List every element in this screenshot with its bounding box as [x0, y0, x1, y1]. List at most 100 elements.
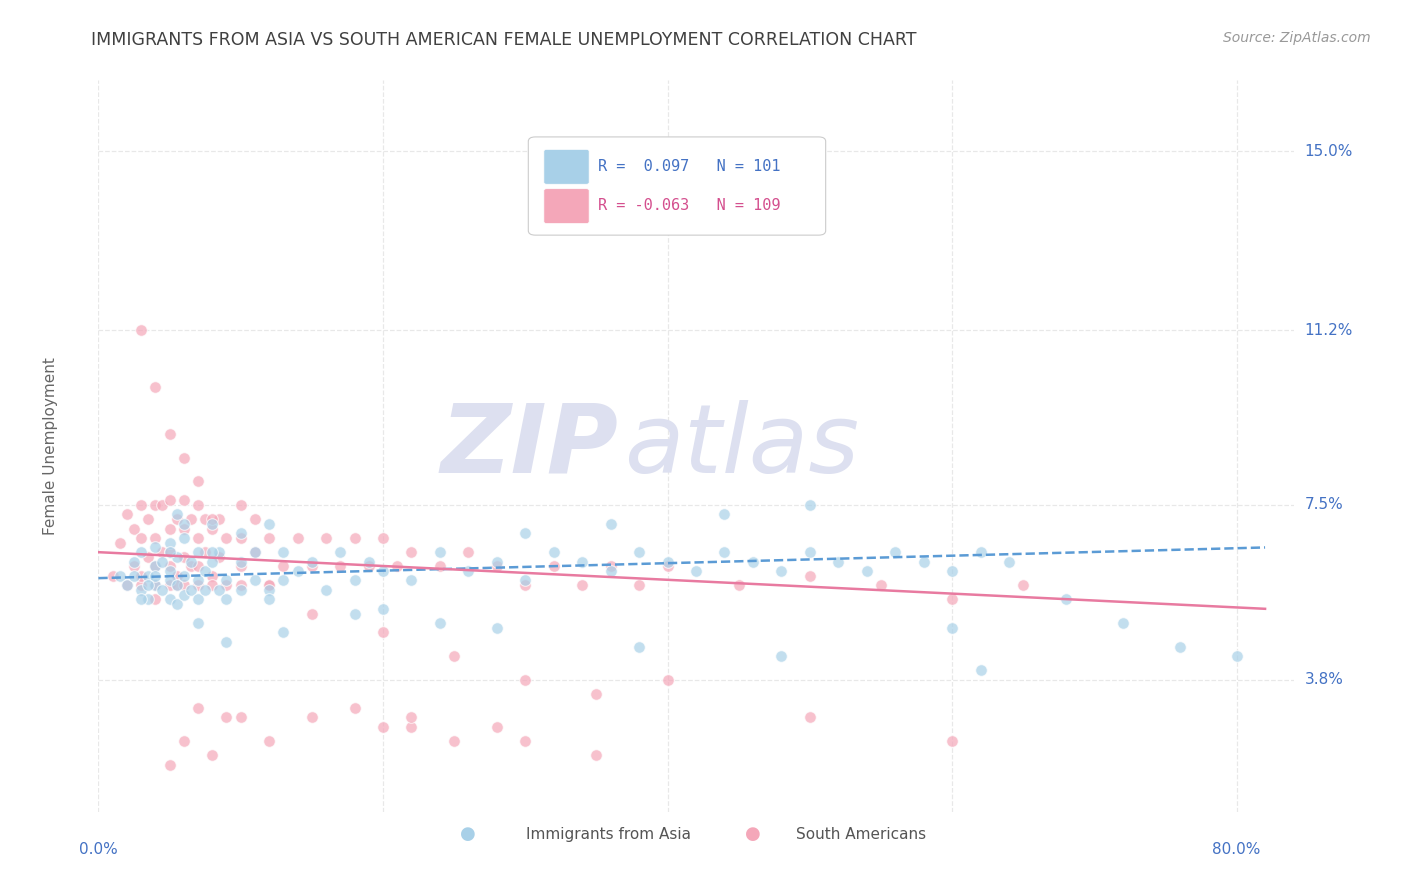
Point: [229, 526, 252, 541]
Point: [122, 522, 145, 536]
Text: 15.0%: 15.0%: [1305, 144, 1353, 159]
Point: [173, 531, 195, 545]
Point: [166, 568, 188, 582]
Point: [257, 531, 280, 545]
Point: [401, 720, 423, 734]
Point: [187, 531, 209, 545]
Point: [401, 545, 423, 559]
Point: [515, 526, 537, 541]
Point: [485, 559, 508, 574]
Point: [159, 578, 181, 592]
Point: [287, 531, 309, 545]
Point: [599, 559, 621, 574]
Point: [187, 701, 209, 715]
Point: [159, 545, 181, 559]
Point: [152, 582, 174, 597]
Point: [201, 578, 224, 592]
Point: [870, 578, 893, 592]
Point: [143, 531, 166, 545]
Point: [713, 545, 735, 559]
Point: [485, 621, 508, 635]
Point: [998, 555, 1021, 569]
Point: [166, 508, 188, 522]
Point: [287, 564, 309, 578]
Point: [243, 545, 266, 559]
Point: [187, 545, 209, 559]
Point: [273, 559, 295, 574]
Point: [301, 710, 323, 724]
Point: [585, 748, 607, 763]
Point: [159, 592, 181, 607]
Point: [343, 574, 366, 588]
Point: [229, 531, 252, 545]
Point: [273, 574, 295, 588]
Text: Female Unemployment: Female Unemployment: [44, 357, 58, 535]
Point: [159, 757, 181, 772]
Point: [122, 555, 145, 569]
Point: [257, 734, 280, 748]
Point: [215, 531, 238, 545]
Point: [912, 555, 935, 569]
Text: 3.8%: 3.8%: [1305, 672, 1344, 687]
Point: [215, 578, 238, 592]
Point: [201, 522, 224, 536]
Point: [129, 582, 152, 597]
Point: [343, 531, 366, 545]
Point: [343, 607, 366, 621]
Point: [173, 450, 195, 465]
Point: [173, 493, 195, 508]
Point: [357, 555, 380, 569]
Point: [329, 559, 352, 574]
Point: [485, 555, 508, 569]
Point: [215, 710, 238, 724]
Text: R = -0.063   N = 109: R = -0.063 N = 109: [598, 198, 780, 213]
Point: [166, 512, 188, 526]
Point: [628, 640, 651, 654]
Text: ●: ●: [460, 825, 475, 843]
Point: [208, 582, 231, 597]
Point: [108, 535, 131, 549]
Point: [799, 498, 821, 512]
Point: [257, 582, 280, 597]
Point: [215, 592, 238, 607]
Point: [122, 559, 145, 574]
Text: Immigrants from Asia: Immigrants from Asia: [526, 827, 690, 841]
Point: [143, 559, 166, 574]
Point: [187, 578, 209, 592]
Point: [143, 541, 166, 555]
Point: [229, 498, 252, 512]
Point: [371, 531, 394, 545]
Point: [657, 559, 679, 574]
Point: [187, 574, 209, 588]
Point: [741, 555, 763, 569]
Point: [215, 574, 238, 588]
Text: Source: ZipAtlas.com: Source: ZipAtlas.com: [1223, 31, 1371, 45]
Point: [301, 555, 323, 569]
Point: [166, 597, 188, 611]
Point: [485, 720, 508, 734]
Point: [657, 673, 679, 687]
Point: [129, 568, 152, 582]
Point: [159, 564, 181, 578]
Point: [159, 574, 181, 588]
Point: [201, 568, 224, 582]
Point: [173, 516, 195, 531]
Text: IMMIGRANTS FROM ASIA VS SOUTH AMERICAN FEMALE UNEMPLOYMENT CORRELATION CHART: IMMIGRANTS FROM ASIA VS SOUTH AMERICAN F…: [91, 31, 917, 49]
Point: [180, 582, 202, 597]
Point: [194, 582, 217, 597]
Point: [969, 663, 991, 677]
Point: [143, 568, 166, 582]
Point: [713, 508, 735, 522]
Point: [429, 615, 451, 630]
Point: [136, 578, 159, 592]
Point: [457, 545, 479, 559]
Point: [208, 512, 231, 526]
Point: [208, 549, 231, 564]
Point: [201, 555, 224, 569]
Point: [143, 578, 166, 592]
Point: [628, 578, 651, 592]
Point: [173, 588, 195, 602]
Point: [457, 564, 479, 578]
Point: [385, 559, 409, 574]
Point: [166, 578, 188, 592]
